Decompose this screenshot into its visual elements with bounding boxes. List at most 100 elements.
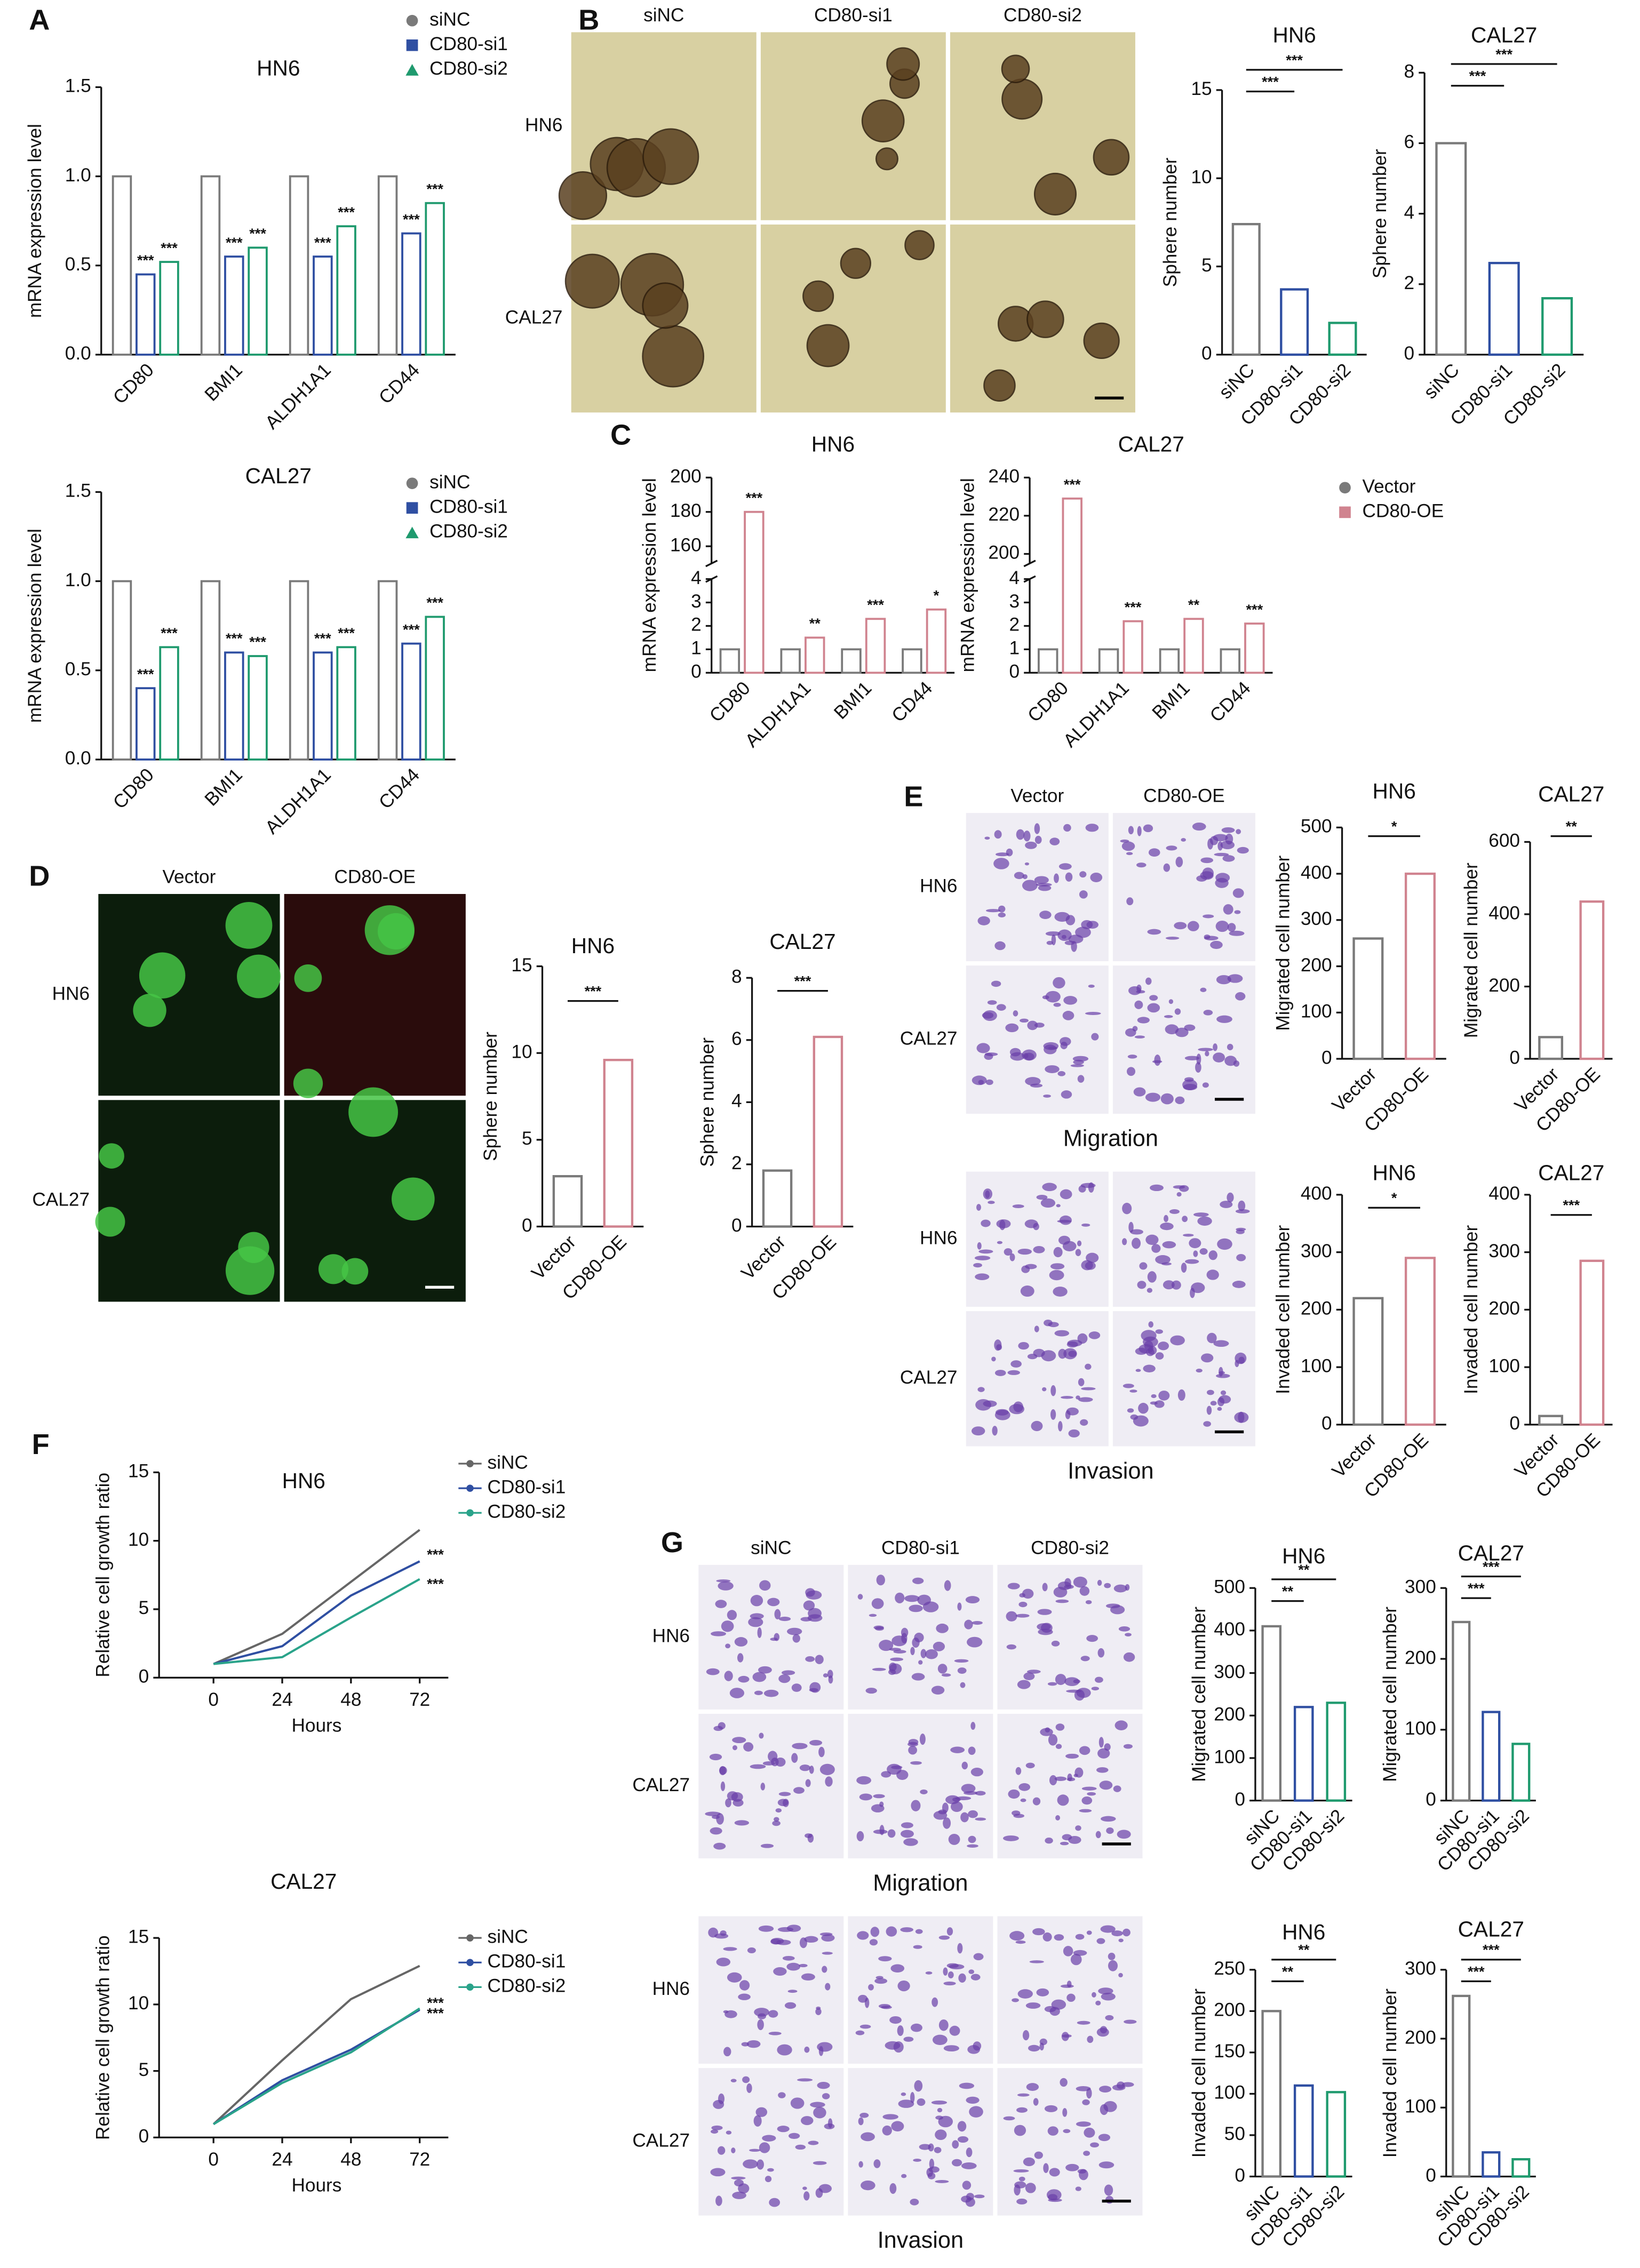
sphere <box>225 901 273 949</box>
sphere <box>558 171 608 220</box>
y-tick-label: 0.0 <box>65 748 91 769</box>
cell <box>1227 1043 1233 1051</box>
bar <box>1482 1711 1501 1802</box>
cell <box>946 1963 959 1968</box>
x-tick-label: CD44 <box>1206 677 1254 726</box>
cell <box>977 916 990 925</box>
cell <box>1060 1037 1071 1046</box>
cell <box>1133 1415 1149 1427</box>
line <box>213 2007 420 2126</box>
cell <box>994 1370 1006 1376</box>
cell <box>1088 984 1095 988</box>
y-tick-label: 5 <box>522 1128 532 1149</box>
cell <box>1232 1281 1246 1288</box>
cell <box>1006 1611 1017 1622</box>
cell <box>775 1808 782 1813</box>
cell <box>868 1984 874 1991</box>
cell <box>749 2149 761 2152</box>
y-axis-label: Sphere number <box>697 1037 718 1167</box>
y-tick-label: 10 <box>1191 167 1212 188</box>
cell <box>743 1742 754 1752</box>
bar <box>248 655 268 761</box>
cell <box>1150 1401 1158 1405</box>
bar <box>1482 2151 1501 2178</box>
cell <box>815 2188 823 2198</box>
cell <box>1160 1093 1174 1105</box>
y-axis-label: mRNA expression level <box>639 478 660 672</box>
row-label: HN6 <box>52 983 90 1004</box>
cell <box>1206 1405 1212 1415</box>
cell <box>1136 863 1147 868</box>
cell <box>819 1763 835 1775</box>
cell <box>1077 2021 1090 2025</box>
cell <box>1235 1209 1250 1213</box>
cell <box>760 1843 774 1848</box>
cell <box>1195 1062 1201 1073</box>
sphere <box>1001 78 1043 120</box>
cell <box>1151 1394 1157 1399</box>
cell <box>818 1746 825 1758</box>
legend-marker <box>466 1460 474 1467</box>
cell <box>948 1971 954 1979</box>
cell <box>908 1739 919 1745</box>
cell <box>968 1810 978 1818</box>
cell <box>944 1580 951 1591</box>
legend-label: CD80-si2 <box>429 521 508 542</box>
cell <box>879 1825 885 1835</box>
cell <box>882 2114 898 2120</box>
chart-title: HN6 <box>1282 1544 1325 1568</box>
significance: *** <box>1064 476 1081 492</box>
cell <box>975 1817 986 1821</box>
cell <box>778 1616 791 1622</box>
cell <box>897 2025 904 2037</box>
cell <box>1012 1204 1024 1208</box>
cell <box>1121 841 1135 851</box>
legend-label: CD80-si1 <box>429 497 508 517</box>
bar <box>336 225 356 356</box>
sphere <box>802 280 834 312</box>
cell <box>752 1672 767 1682</box>
bar <box>425 616 445 761</box>
bar <box>841 648 862 674</box>
cell <box>900 1830 914 1838</box>
cell <box>961 2162 977 2169</box>
cell <box>1208 1250 1217 1260</box>
cell <box>1023 1053 1029 1059</box>
cell <box>928 2143 934 2152</box>
y-tick-label: 2 <box>731 1153 742 1173</box>
cell <box>876 1575 885 1586</box>
cell <box>757 2159 764 2170</box>
bar <box>136 273 156 356</box>
y-tick-label: 5 <box>1201 255 1212 276</box>
cell <box>1079 2169 1088 2181</box>
sphere <box>875 147 898 171</box>
cell <box>1181 838 1186 842</box>
cell <box>725 1798 731 1808</box>
cell <box>871 1598 884 1609</box>
sphere <box>318 1254 349 1284</box>
cell <box>805 1656 815 1662</box>
cell <box>1081 1260 1093 1271</box>
cell <box>754 2008 769 2017</box>
y-tick-label: 2 <box>1404 273 1415 293</box>
cell <box>895 1592 905 1603</box>
significance: *** <box>338 204 355 220</box>
cell <box>762 2135 776 2142</box>
cell <box>738 1675 750 1683</box>
significance: *** <box>794 973 811 989</box>
cell <box>774 1609 781 1619</box>
cell <box>1054 873 1059 883</box>
cell <box>1200 987 1207 993</box>
cell <box>970 1767 983 1777</box>
cell <box>768 1751 778 1762</box>
cell <box>1184 1024 1196 1031</box>
row-label: CAL27 <box>632 1775 690 1795</box>
cell <box>1139 1262 1148 1270</box>
cell <box>1047 1682 1057 1686</box>
chart-title: HN6 <box>1272 22 1316 47</box>
cell <box>754 1690 763 1696</box>
cell <box>1054 1776 1067 1781</box>
cell <box>1053 977 1065 989</box>
bar <box>1511 2158 1531 2178</box>
cell <box>1032 1928 1045 1936</box>
